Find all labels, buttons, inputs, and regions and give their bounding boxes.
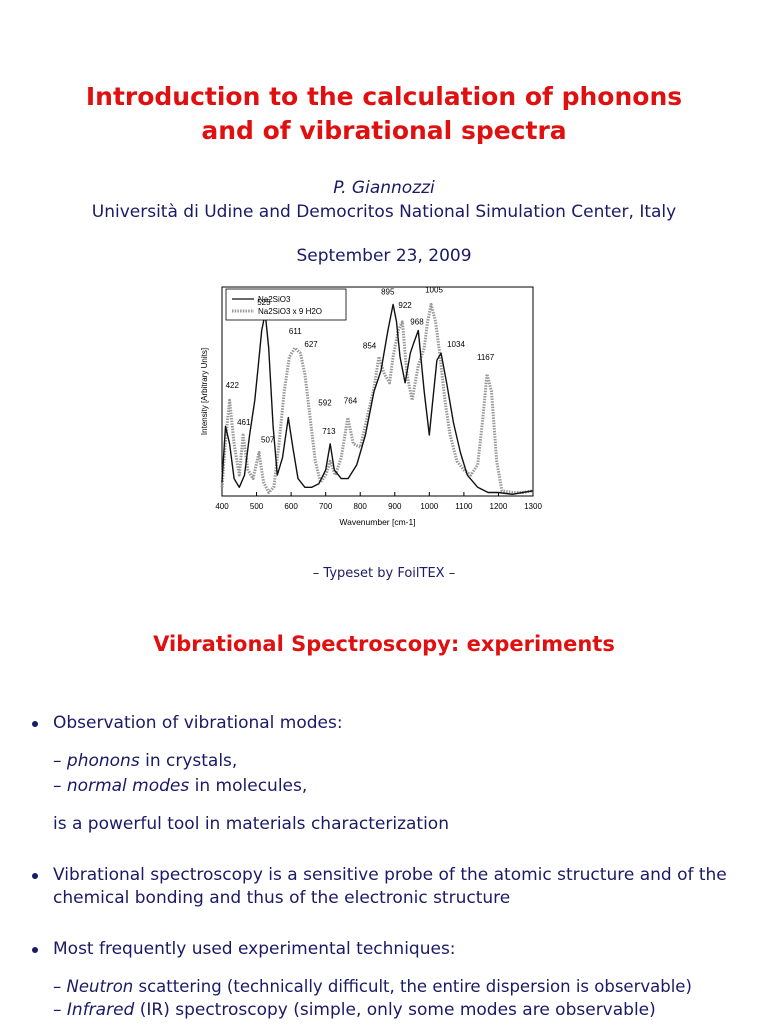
plot-frame — [221, 286, 534, 497]
bullet-3-sub-1-em: Neutron — [66, 977, 134, 996]
x-tick-label: 1100 — [455, 502, 473, 511]
x-tick-label: 800 — [354, 502, 368, 511]
x-tick-label: 600 — [284, 502, 298, 511]
bullet-1-sub-1: – phonons in crystals, — [53, 751, 238, 771]
typeset-tex: TEX — [419, 566, 445, 581]
series-line-0 — [221, 303, 534, 496]
section-title: Vibrational Spectroscopy: experiments — [153, 632, 615, 656]
bullet-2-line-1: Vibrational spectroscopy is a sensitive … — [53, 865, 727, 885]
affiliation: Università di Udine and Democritos Natio… — [91, 202, 677, 222]
peak-label-922: 922 — [398, 301, 412, 310]
bullet-3-sub-1: – Neutron scattering (technically diffic… — [53, 977, 692, 996]
author: P. Giannozzi — [333, 178, 435, 198]
bullet-3-sub-1-rest: scattering (technically difficult, the e… — [133, 977, 692, 996]
spectrum-chart: 400 500 600 700 800 900 1000 1100 1200 1300 Wavenu… — [200, 285, 542, 527]
bullet-1-tail: is a powerful tool in materials characte… — [53, 814, 449, 834]
main-title: Introduction to the calculation of phono… — [0, 80, 768, 148]
bullet-dot — [32, 873, 38, 879]
bullet-2-line-2: chemical bonding and thus of the electro… — [53, 888, 511, 908]
title-line-2: and of vibrational spectra — [201, 116, 567, 145]
peak-label-713: 713 — [322, 427, 336, 436]
x-tick-label: 700 — [319, 502, 333, 511]
peak-label-422: 422 — [226, 381, 240, 390]
peak-label-525: 525 — [257, 298, 271, 307]
legend-box — [225, 288, 347, 321]
legend-label-0: Na2SiO3 — [258, 295, 291, 304]
peak-label-1005: 1005 — [425, 285, 443, 294]
x-tick-label: 1000 — [420, 502, 438, 511]
bullet-1-sub-1-em: phonons — [66, 751, 140, 771]
peak-label-627: 627 — [304, 340, 318, 349]
typeset-prefix: – Typeset by Foil — [312, 566, 420, 581]
x-tick-label: 900 — [388, 502, 402, 511]
peak-label-1167: 1167 — [477, 353, 495, 362]
peak-label-764: 764 — [344, 397, 358, 406]
bullet-3-sub-2: – Infrared (IR) spectroscopy (simple, on… — [53, 1000, 656, 1020]
peak-label-854: 854 — [363, 342, 377, 351]
typeset-footer: – Typeset by FoilTEX – — [0, 566, 768, 581]
bullet-3-text: Most frequently used experimental techni… — [53, 939, 456, 959]
bullet-1-sub-2-rest: in molecules, — [189, 776, 308, 796]
title-line-1: Introduction to the calculation of phono… — [85, 82, 683, 111]
x-axis-label: Wavenumber [cm-1] — [339, 517, 415, 527]
bullet-1-sub-2-em: normal modes — [66, 776, 190, 796]
bullet-3-sub-2-em: Infrared — [66, 1000, 135, 1020]
bullet-1-text: Observation of vibrational modes: — [53, 713, 343, 733]
bullet-3-sub-2-rest: (IR) spectroscopy (simple, only some mod… — [134, 1000, 656, 1020]
bullet-dot — [32, 947, 38, 953]
bullet-1-sub-1-rest: in crystals, — [139, 751, 238, 771]
bullet-dot — [32, 721, 38, 727]
typeset-suffix: – — [444, 566, 456, 581]
peak-label-1034: 1034 — [447, 340, 465, 349]
peak-label-592: 592 — [318, 399, 332, 408]
x-tick-label: 1300 — [524, 502, 542, 511]
peak-label-507: 507 — [261, 436, 275, 445]
series-line-1 — [220, 302, 534, 494]
peak-label-895: 895 — [381, 287, 395, 296]
bullet-1-sub-2: – normal modes in molecules, — [53, 776, 308, 796]
peak-label-461: 461 — [237, 418, 251, 427]
x-tick-label: 1200 — [490, 502, 508, 511]
peak-label-968: 968 — [410, 318, 424, 327]
date: September 23, 2009 — [296, 246, 472, 266]
y-axis-label: Intensity [Arbitrary Units] — [200, 348, 209, 435]
peak-label-611: 611 — [289, 327, 302, 336]
x-tick-label: 400 — [215, 502, 229, 511]
legend-label-1: Na2SiO3 x 9 H2O — [258, 307, 322, 316]
x-tick-label: 500 — [250, 502, 264, 511]
